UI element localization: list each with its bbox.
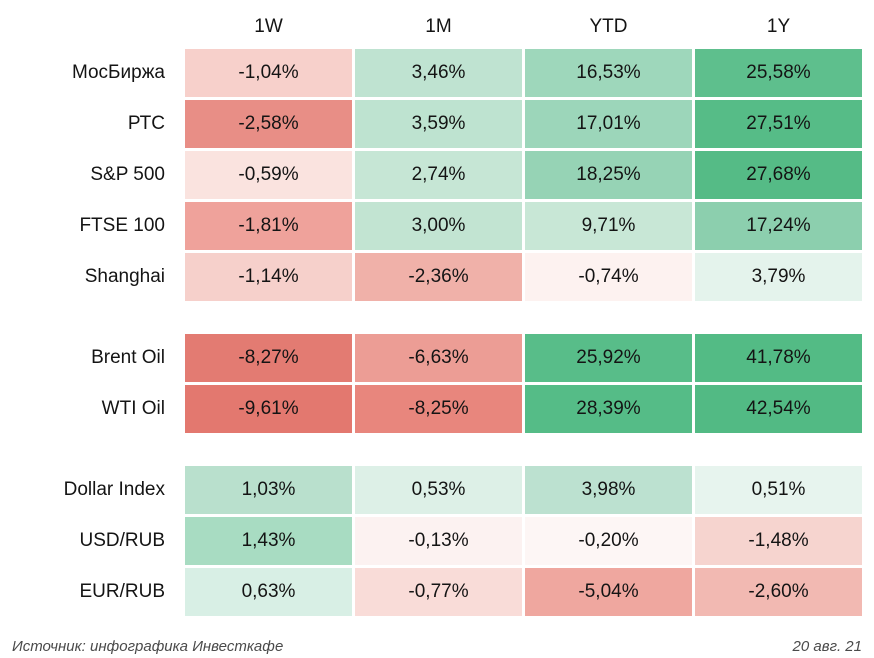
heatmap-cell: 41,78% bbox=[695, 334, 862, 382]
heatmap-cell: 3,46% bbox=[355, 49, 522, 97]
heatmap-cell: 25,58% bbox=[695, 49, 862, 97]
heatmap-cell: 0,51% bbox=[695, 466, 862, 514]
column-header-1y: 1Y bbox=[766, 16, 791, 37]
group-currencies: Dollar Index 1,03% 0,53% 3,98% 0,51% USD/RUB 1… bbox=[12, 466, 862, 616]
heatmap-cell: -1,14% bbox=[185, 253, 352, 301]
column-header-row: 1W 1M YTD 1Y bbox=[12, 14, 862, 40]
heatmap-cell: -2,58% bbox=[185, 100, 352, 148]
group-oil: Brent Oil -8,27% -6,63% 25,92% 41,78% WTI Oil… bbox=[12, 334, 862, 433]
heatmap-cell: -8,27% bbox=[185, 334, 352, 382]
row-label: Shanghai bbox=[84, 266, 165, 287]
row-label: EUR/RUB bbox=[79, 581, 165, 602]
heatmap-cell: 3,00% bbox=[355, 202, 522, 250]
heatmap-cell: -5,04% bbox=[525, 568, 692, 616]
heatmap-cell: -6,63% bbox=[355, 334, 522, 382]
header-spacer bbox=[12, 14, 182, 40]
heatmap-cell: 27,51% bbox=[695, 100, 862, 148]
column-header-ytd: YTD bbox=[589, 16, 628, 37]
row-label: Brent Oil bbox=[91, 347, 165, 368]
heatmap-cell: 1,43% bbox=[185, 517, 352, 565]
heatmap-cell: 3,98% bbox=[525, 466, 692, 514]
row-label: РТС bbox=[127, 113, 165, 134]
heatmap-cell: 0,53% bbox=[355, 466, 522, 514]
heatmap-cell: 0,63% bbox=[185, 568, 352, 616]
heatmap-cell: -1,04% bbox=[185, 49, 352, 97]
heatmap-cell: -9,61% bbox=[185, 385, 352, 433]
heatmap-cell: 2,74% bbox=[355, 151, 522, 199]
heatmap-cell: 9,71% bbox=[525, 202, 692, 250]
row-label: МосБиржа bbox=[71, 62, 165, 83]
group-indices: МосБиржа -1,04% 3,46% 16,53% 25,58% РТС -2,58%… bbox=[12, 49, 862, 301]
heatmap-cell: -0,59% bbox=[185, 151, 352, 199]
heatmap-cell: 3,59% bbox=[355, 100, 522, 148]
heatmap-cell: -8,25% bbox=[355, 385, 522, 433]
heatmap-cell: 17,24% bbox=[695, 202, 862, 250]
heatmap-cell: -0,20% bbox=[525, 517, 692, 565]
heatmap-cell: 42,54% bbox=[695, 385, 862, 433]
heatmap-cell: -1,81% bbox=[185, 202, 352, 250]
heatmap-cell: 25,92% bbox=[525, 334, 692, 382]
column-header-1w: 1W bbox=[254, 16, 283, 37]
heatmap-cell: -0,74% bbox=[525, 253, 692, 301]
heatmap-cell: 3,79% bbox=[695, 253, 862, 301]
heatmap-cell: -1,48% bbox=[695, 517, 862, 565]
row-label: S&P 500 bbox=[90, 164, 165, 185]
footer: Источник: инфографика Инвесткафе 20 авг.… bbox=[12, 638, 862, 655]
heatmap-cell: 28,39% bbox=[525, 385, 692, 433]
heatmap-cell: 1,03% bbox=[185, 466, 352, 514]
column-header-1m: 1M bbox=[425, 16, 452, 37]
heatmap-cell: -2,36% bbox=[355, 253, 522, 301]
heatmap-cell: 27,68% bbox=[695, 151, 862, 199]
heatmap-cell: -0,77% bbox=[355, 568, 522, 616]
row-label: USD/RUB bbox=[79, 530, 165, 551]
row-label: Dollar Index bbox=[63, 479, 165, 500]
heatmap-cell: -2,60% bbox=[695, 568, 862, 616]
row-label: FTSE 100 bbox=[79, 215, 165, 236]
date-label: 20 авг. 21 bbox=[792, 638, 862, 655]
source-note: Источник: инфографика Инвесткафе bbox=[12, 638, 284, 655]
heatmap-cell: 18,25% bbox=[525, 151, 692, 199]
heatmap-cell: 16,53% bbox=[525, 49, 692, 97]
heatmap-cell: 17,01% bbox=[525, 100, 692, 148]
heatmap-cell: -0,13% bbox=[355, 517, 522, 565]
row-label: WTI Oil bbox=[101, 398, 165, 419]
